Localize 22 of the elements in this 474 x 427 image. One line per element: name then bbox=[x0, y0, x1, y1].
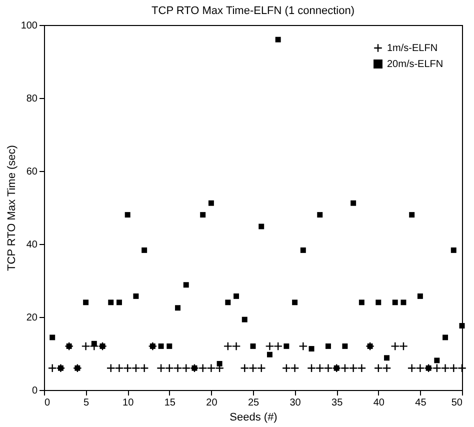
y-tick-label: 40 bbox=[26, 240, 38, 250]
legend-label: 1m/s-ELFN bbox=[387, 43, 438, 54]
x-axis-title: Seeds (#) bbox=[230, 412, 278, 424]
y-tick-label: 20 bbox=[26, 312, 38, 324]
x-tick-label: 50 bbox=[451, 398, 463, 408]
x-tick-label: 40 bbox=[373, 398, 385, 408]
y-axis-title: TCP RTO Max Time (sec) bbox=[6, 145, 18, 271]
y-tick-label: 100 bbox=[20, 20, 38, 32]
y-tick-label: 80 bbox=[26, 94, 38, 104]
x-tick-label: 10 bbox=[122, 398, 134, 408]
y-tick-label: 0 bbox=[32, 386, 38, 396]
x-tick-label: 25 bbox=[248, 398, 260, 408]
chart-title: TCP RTO Max Time-ELFN (1 connection) bbox=[152, 5, 354, 17]
x-tick-label: 15 bbox=[164, 398, 176, 408]
x-tick-label: 0 bbox=[44, 398, 50, 408]
x-tick-label: 20 bbox=[206, 398, 218, 408]
x-tick-label: 35 bbox=[332, 398, 344, 408]
legend-label: 20m/s-ELFN bbox=[387, 59, 444, 70]
x-tick-label: 5 bbox=[84, 398, 90, 408]
x-tick-label: 45 bbox=[415, 398, 427, 408]
y-tick-label: 60 bbox=[26, 166, 38, 178]
x-tick-label: 30 bbox=[290, 398, 302, 408]
